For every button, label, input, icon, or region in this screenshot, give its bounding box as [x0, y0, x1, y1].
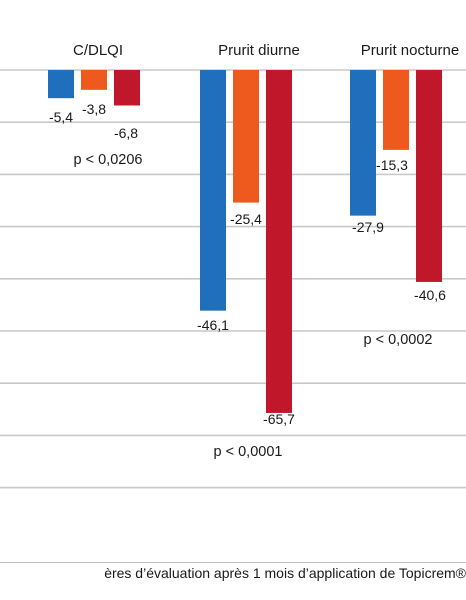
bar — [200, 70, 226, 311]
bar — [114, 70, 140, 106]
data-label: -5,4 — [49, 109, 73, 125]
bar — [233, 70, 259, 203]
caption-text: ères d’évaluation après 1 mois d’applica… — [104, 565, 466, 581]
data-label: -15,3 — [376, 157, 408, 173]
category-label: C/DLQI — [73, 42, 123, 59]
p-value-labels: p < 0,0206 p < 0,0001 p < 0,0002 — [74, 152, 433, 460]
bar — [350, 70, 376, 216]
p-value-label: p < 0,0002 — [364, 332, 433, 348]
data-label: -25,4 — [230, 211, 262, 227]
data-labels: -5,4 -46,1 -27,9 -3,8 -25,4 -15,3 -6,8 -65,7 -40… — [49, 101, 446, 427]
data-label: -65,7 — [263, 411, 295, 427]
data-label: -3,8 — [82, 101, 106, 117]
p-value-label: p < 0,0001 — [214, 444, 283, 460]
gridlines — [0, 69, 466, 489]
data-label: -27,9 — [352, 219, 384, 235]
figure-caption: ères d’évaluation après 1 mois d’applica… — [0, 562, 466, 589]
data-label: -46,1 — [197, 317, 229, 333]
bar — [383, 70, 409, 150]
p-value-label: p < 0,0206 — [74, 152, 143, 168]
bar — [48, 70, 74, 99]
data-label: -6,8 — [114, 125, 138, 141]
category-label: Prurit nocturne — [361, 42, 459, 59]
data-label: -40,6 — [414, 287, 446, 303]
bar — [266, 70, 292, 413]
category-labels: C/DLQI Prurit diurne Prurit nocturne — [73, 42, 459, 59]
category-label: Prurit diurne — [218, 42, 300, 59]
bar-chart: C/DLQI Prurit diurne Prurit nocturne -5,4-… — [0, 42, 466, 489]
bar — [81, 70, 107, 90]
bars — [48, 70, 442, 413]
bar — [416, 70, 442, 282]
